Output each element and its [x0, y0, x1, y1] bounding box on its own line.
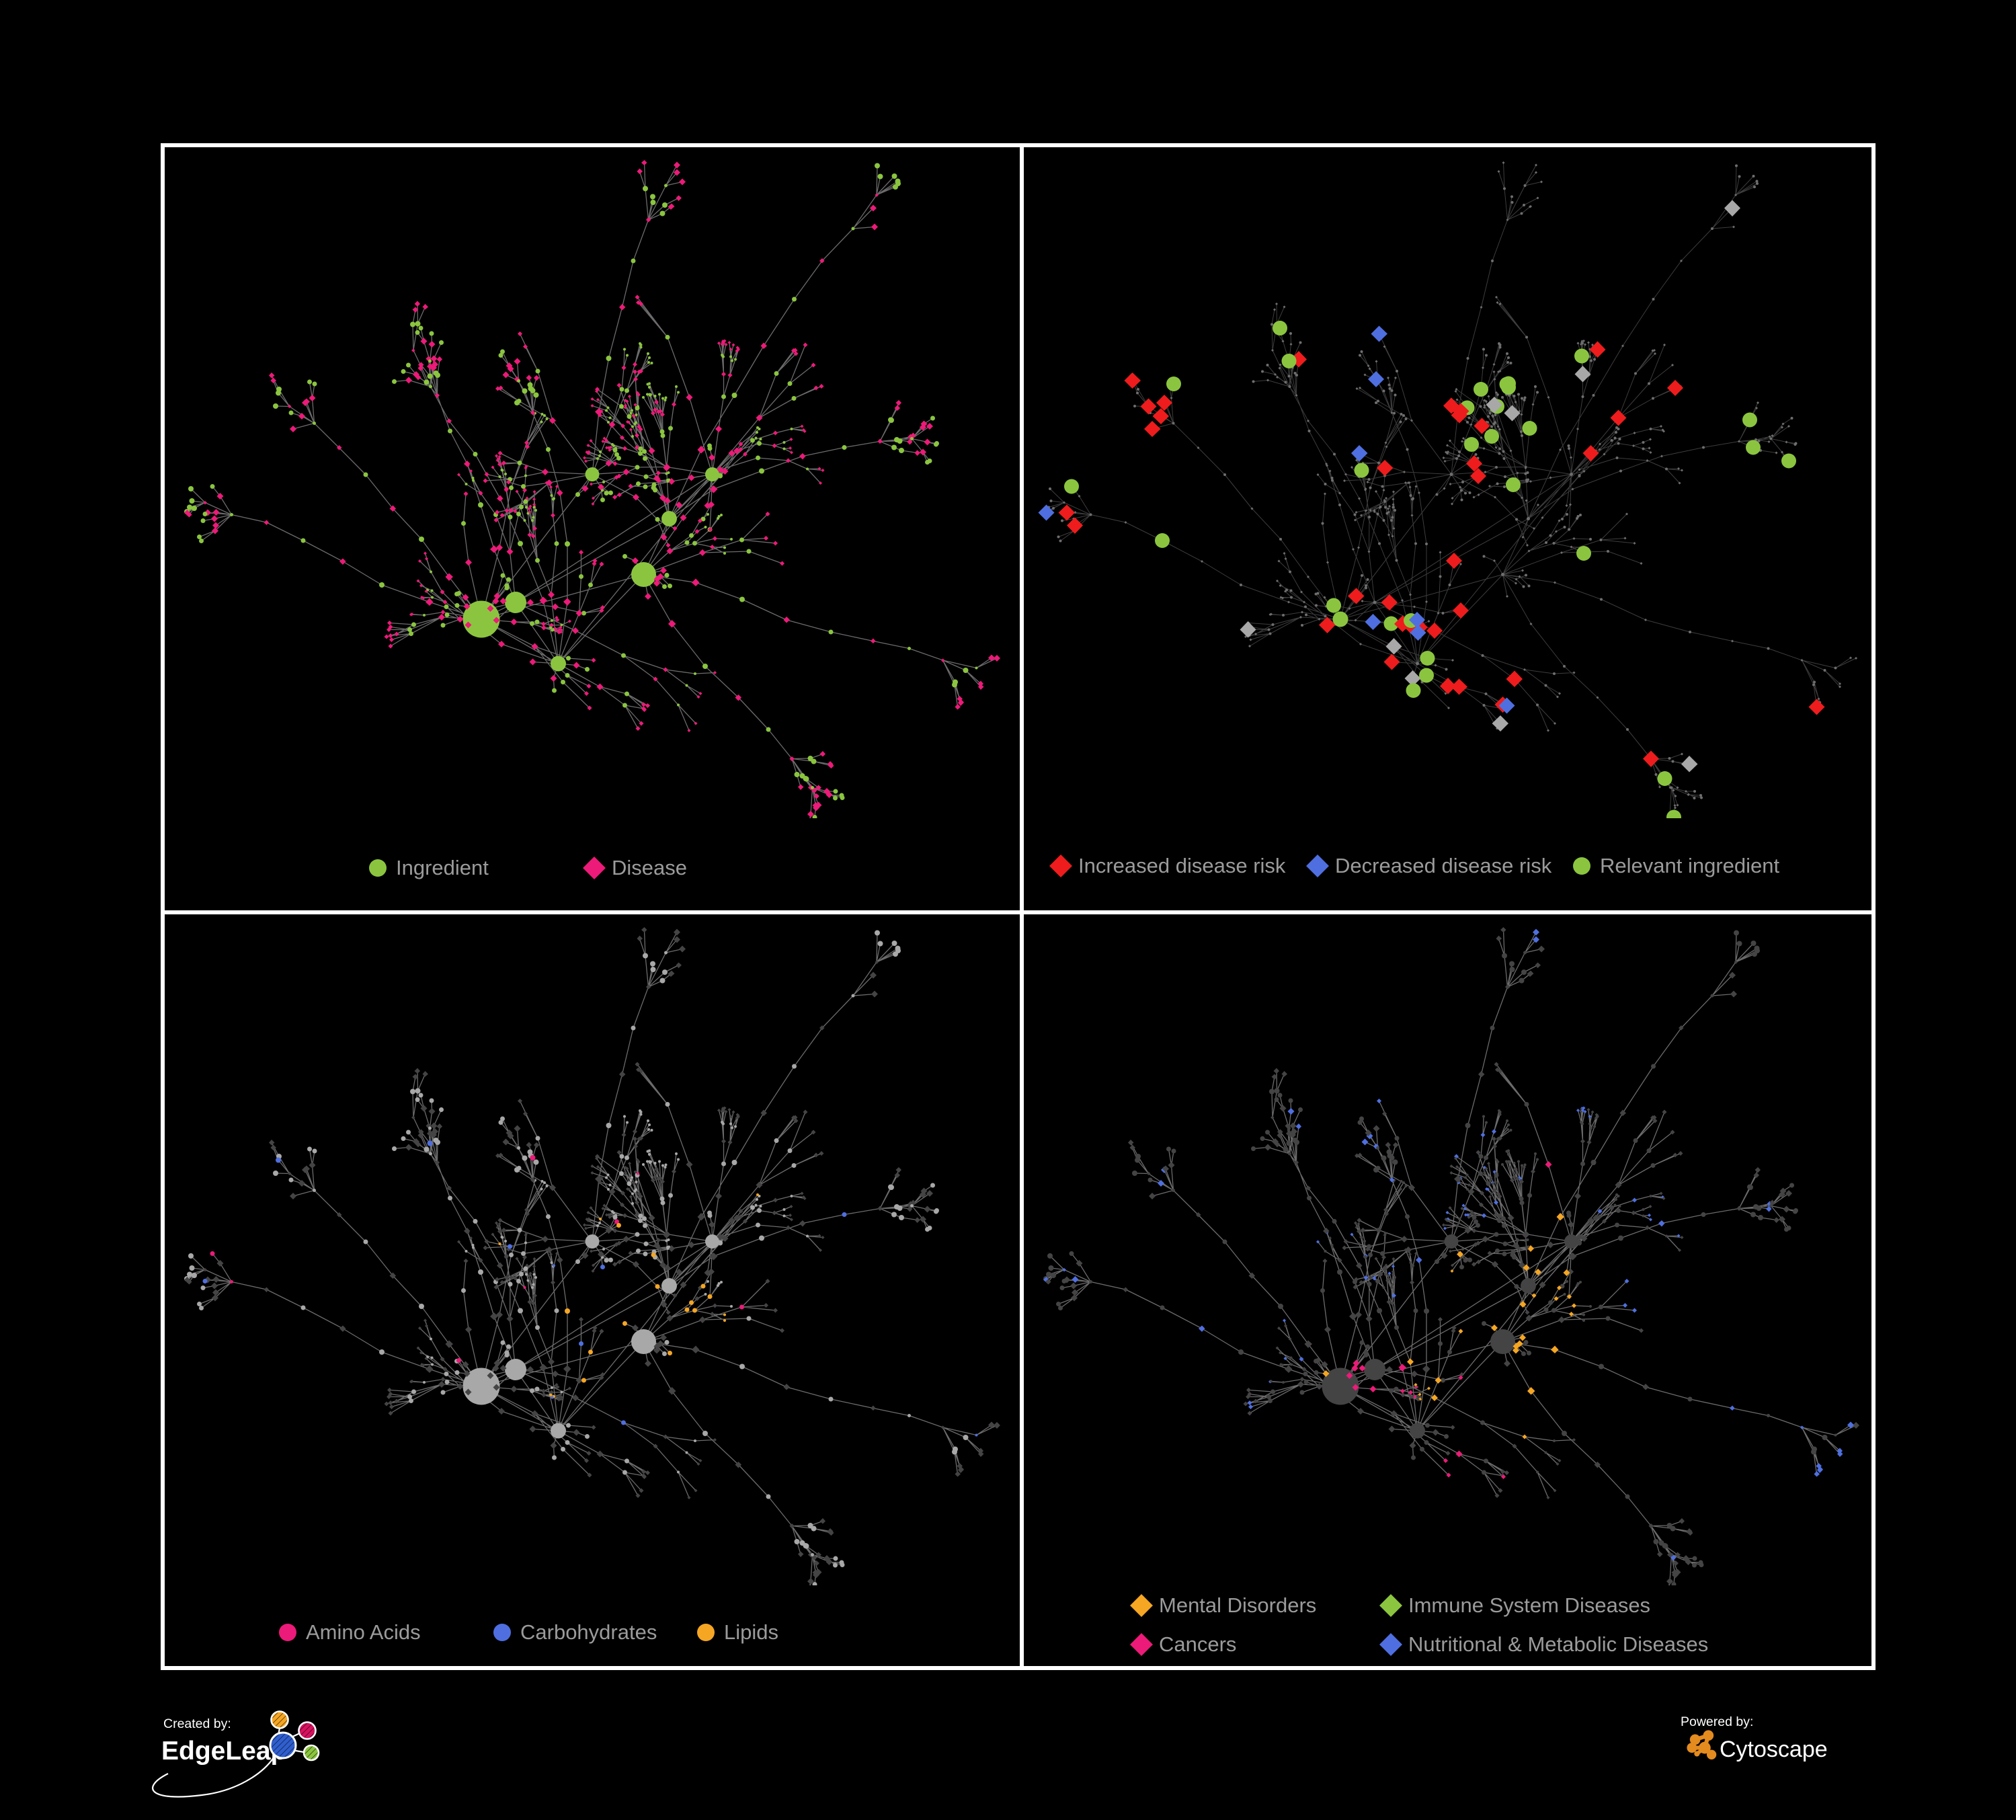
svg-text:Created by:: Created by: [163, 1716, 231, 1731]
svg-text:EdgeLeap: EdgeLeap [161, 1737, 286, 1766]
svg-text:Powered by:: Powered by: [1681, 1714, 1753, 1729]
svg-text:Cytoscape: Cytoscape [1720, 1737, 1828, 1762]
